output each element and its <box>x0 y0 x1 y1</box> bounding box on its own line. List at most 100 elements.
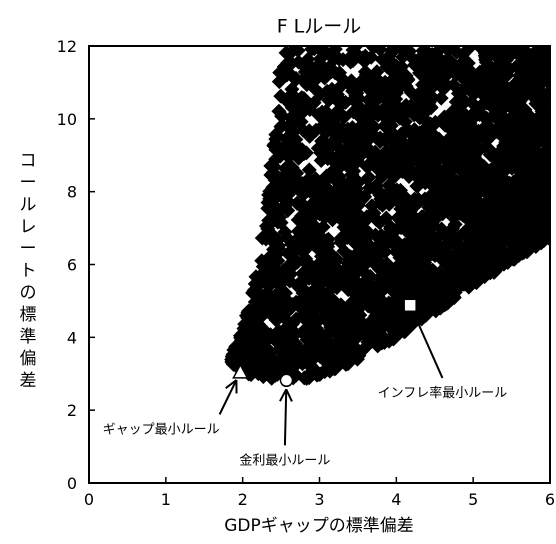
scatter-point <box>333 234 349 250</box>
scatter-point <box>309 238 325 254</box>
scatter-point <box>551 194 556 209</box>
scatter-point <box>424 207 440 223</box>
scatter-point <box>331 51 347 67</box>
scatter-point <box>404 317 420 333</box>
scatter-point <box>488 192 504 208</box>
scatter-point <box>525 84 541 100</box>
scatter-point <box>358 245 374 261</box>
scatter-point <box>422 116 438 132</box>
scatter-point <box>484 82 500 98</box>
annotation-arrowhead <box>279 388 293 402</box>
scatter-point <box>310 140 326 156</box>
scatter-point <box>478 168 494 184</box>
scatter-point <box>461 74 477 90</box>
x-tick-label: 4 <box>391 490 401 509</box>
scatter-point <box>289 165 305 181</box>
scatter-point <box>331 127 347 143</box>
scatter-point <box>301 162 317 178</box>
scatter-point <box>378 258 394 274</box>
annotation-arrow <box>412 313 444 379</box>
scatter-point <box>228 348 244 364</box>
scatter-point <box>356 128 372 144</box>
scatter-point <box>383 127 399 143</box>
scatter-point <box>319 326 335 342</box>
scatter-point <box>538 190 550 206</box>
scatter-point <box>537 229 550 245</box>
scatter-point <box>552 46 556 61</box>
scatter-point <box>436 81 452 97</box>
scatter-point <box>431 131 447 147</box>
scatter-point <box>504 100 520 116</box>
scatter-point <box>455 170 471 186</box>
scatter-point <box>268 131 284 147</box>
scatter-point <box>468 228 484 244</box>
scatter-point <box>381 178 397 194</box>
scatter-point <box>507 154 523 170</box>
scatter-point <box>477 46 493 61</box>
scatter-point <box>551 114 556 129</box>
scatter-point <box>296 146 312 162</box>
scatter-point <box>267 172 283 188</box>
scatter-point <box>493 255 509 271</box>
scatter-point <box>539 141 550 157</box>
scatter-point <box>430 300 446 316</box>
x-tick-label: 0 <box>84 490 94 509</box>
scatter-point <box>460 142 476 158</box>
scatter-point <box>524 153 540 169</box>
scatter-point <box>297 186 313 202</box>
scatter-point <box>496 138 512 154</box>
scatter-point <box>385 64 401 80</box>
scatter-point <box>247 355 263 371</box>
scatter-point <box>532 169 548 185</box>
scatter-point <box>507 132 523 148</box>
y-tick-label: 0 <box>67 474 77 493</box>
scatter-point <box>478 54 494 70</box>
scatter-point <box>551 88 556 103</box>
scatter-point <box>528 133 544 149</box>
scatter-point <box>452 206 468 222</box>
scatter-point <box>343 334 359 350</box>
scatter-point <box>394 133 410 149</box>
scatter-point <box>362 298 378 314</box>
annotation-label: 金利最小ルール <box>239 452 330 468</box>
scatter-point <box>447 105 463 121</box>
scatter-point <box>319 287 335 303</box>
y-tick-label: 8 <box>67 183 77 202</box>
scatter-point <box>550 204 556 219</box>
scatter-point <box>324 199 340 215</box>
scatter-point <box>414 50 430 66</box>
plot-marks <box>224 46 556 386</box>
scatter-point <box>379 302 395 318</box>
y-axis-label: コールレートの標準偏差 <box>20 151 37 391</box>
scatter-point <box>336 177 352 193</box>
scatter-point <box>351 348 367 364</box>
scatter-point <box>346 272 362 288</box>
scatter-point <box>551 225 556 240</box>
scatter-point <box>493 55 509 71</box>
scatter-point <box>530 46 546 57</box>
scatter-point <box>241 341 257 357</box>
scatter-point <box>513 122 529 138</box>
scatter-point <box>290 348 306 364</box>
scatter-point <box>511 146 527 162</box>
scatter-point <box>283 256 299 272</box>
scatter-point <box>374 52 390 68</box>
scatter-point <box>280 202 296 218</box>
scatter-point <box>262 183 278 199</box>
scatter-point <box>427 239 443 255</box>
scatter-point <box>415 95 431 111</box>
scatter-point <box>550 170 556 185</box>
scatter-point <box>402 197 418 213</box>
scatter-point <box>495 75 511 91</box>
scatter-point <box>268 310 284 326</box>
scatter-point <box>313 274 329 290</box>
scatter-point <box>518 232 534 248</box>
scatter-point <box>254 273 270 289</box>
scatter-point <box>403 126 419 142</box>
special-point-marker <box>232 363 249 379</box>
scatter-point <box>416 64 432 80</box>
scatter-point <box>290 236 306 252</box>
scatter-point <box>388 329 404 345</box>
scatter-point <box>282 273 298 289</box>
